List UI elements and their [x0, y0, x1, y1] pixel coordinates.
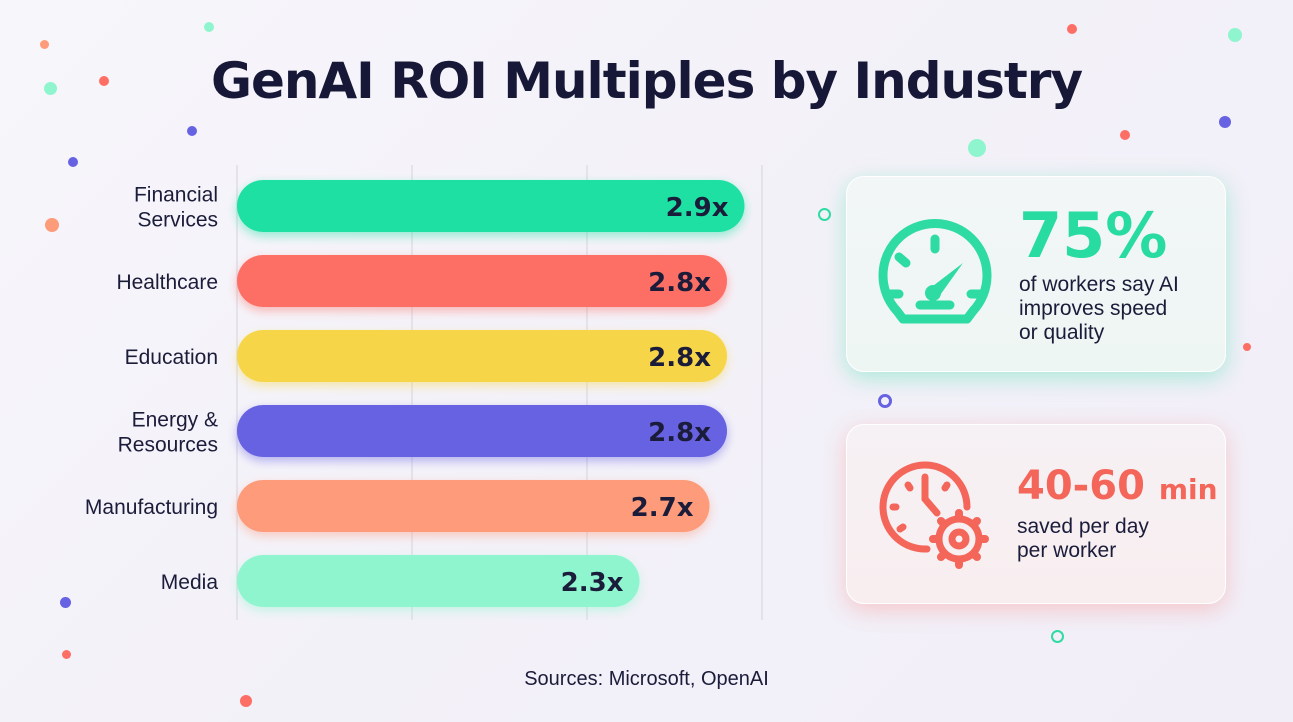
- bar-value-label: 2.7x: [631, 493, 694, 523]
- stat-unit: min: [1158, 473, 1218, 506]
- stat-text: saved per day: [1017, 515, 1149, 538]
- bar-value-label: 2.8x: [648, 343, 711, 373]
- page-title: GenAI ROI Multiples by Industry: [210, 52, 1083, 110]
- bar: [237, 555, 640, 607]
- category-label: Media: [161, 571, 219, 594]
- stat-value: 75%: [1019, 199, 1168, 272]
- category-label: Resources: [118, 434, 218, 457]
- category-label: Services: [137, 209, 218, 232]
- speedometer-icon: [878, 219, 992, 324]
- stat-text: or quality: [1019, 321, 1105, 344]
- stat-text: improves speed: [1019, 297, 1168, 320]
- clock-gear-icon: [879, 461, 989, 569]
- bar: [237, 480, 710, 532]
- bar-value-label: 2.9x: [666, 193, 729, 223]
- stat-text: of workers say AI: [1019, 273, 1179, 296]
- category-label: Manufacturing: [85, 496, 218, 519]
- bar: [237, 180, 745, 232]
- source-note: Sources: Microsoft, OpenAI: [524, 668, 769, 690]
- category-label: Healthcare: [116, 271, 218, 294]
- bar: [237, 330, 727, 382]
- bar-value-label: 2.8x: [648, 418, 711, 448]
- bar: [237, 255, 727, 307]
- stat-card-time-saved: 40-60 min saved per day per worker: [846, 424, 1226, 604]
- stat-value: 40-60: [1017, 463, 1145, 509]
- category-label: Education: [125, 346, 218, 369]
- category-label: Financial: [134, 184, 218, 207]
- bar: [237, 405, 727, 457]
- bar-value-label: 2.8x: [648, 268, 711, 298]
- stat-card-workers: 75% of workers say AI improves speed or …: [846, 176, 1226, 372]
- category-label: Energy &: [132, 409, 218, 432]
- stat-text: per worker: [1017, 539, 1117, 562]
- bar-value-label: 2.3x: [561, 568, 624, 598]
